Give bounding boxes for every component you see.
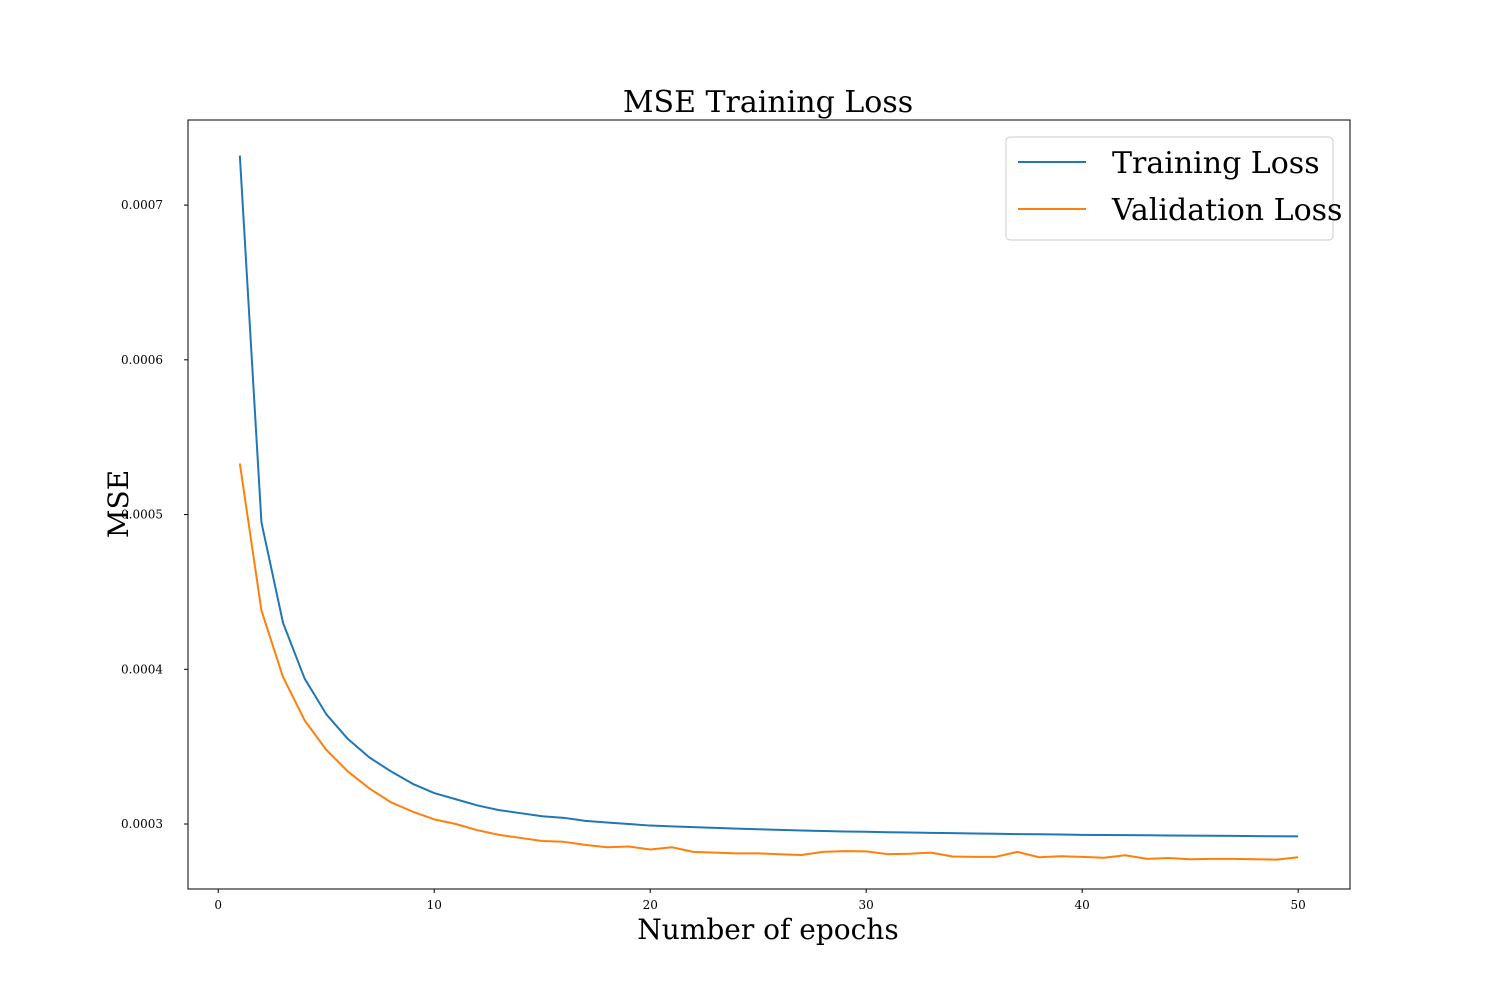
y-axis-label: MSE — [102, 470, 135, 538]
series-lines — [238, 155, 1299, 861]
legend: Training Loss Validation Loss — [1005, 136, 1342, 241]
x-axis-label: Number of epochs — [637, 913, 898, 946]
x-tick-label: 30 — [859, 898, 874, 912]
x-tick-label: 40 — [1075, 898, 1090, 912]
legend-label-validation-loss: Validation Loss — [1111, 193, 1342, 228]
y-tick-label: 0.0006 — [121, 353, 163, 367]
x-tick-label: 20 — [643, 898, 658, 912]
series-line-validation-loss — [238, 463, 1299, 861]
y-tick-label: 0.0004 — [121, 662, 163, 676]
series-line-training-loss — [238, 155, 1299, 838]
plot-area-frame — [187, 119, 1351, 890]
x-tick-label: 0 — [214, 898, 222, 912]
x-tick-label: 50 — [1291, 898, 1306, 912]
y-tick-label: 0.0005 — [121, 508, 163, 522]
x-tick-label: 10 — [427, 898, 442, 912]
legend-box — [1005, 136, 1334, 241]
chart-title: MSE Training Loss — [623, 85, 913, 120]
y-tick-label: 0.0003 — [121, 817, 163, 831]
axis-ticks: 0 10 20 30 40 50 0.0003 0.0004 0.0005 0.0006 0.000… — [121, 198, 1306, 912]
legend-label-training-loss: Training Loss — [1112, 146, 1320, 181]
y-tick-label: 0.0007 — [121, 198, 163, 212]
